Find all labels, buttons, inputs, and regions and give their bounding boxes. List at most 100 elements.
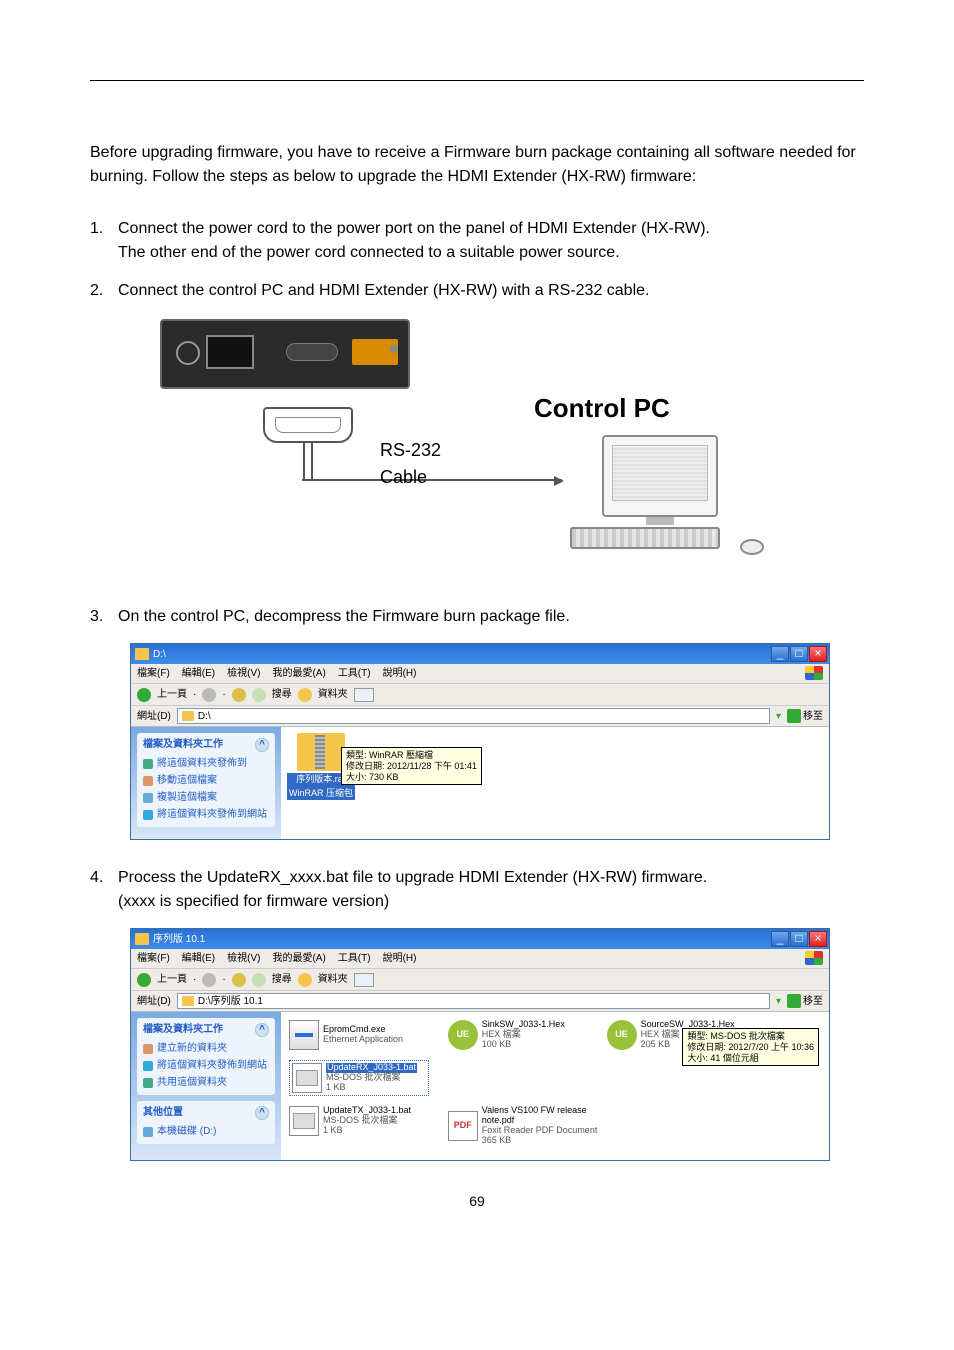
file-item[interactable]: UE SinkSW_J033-1.Hex HEX 檔案 100 KB [448, 1020, 588, 1050]
sidebar-link[interactable]: 共用這個資料夾 [143, 1074, 269, 1091]
menu-favorites[interactable]: 我的最愛(A) [272, 666, 325, 681]
chevron-up-icon[interactable]: ^ [255, 1023, 269, 1037]
file-meta: Ethernet Application [323, 1035, 403, 1045]
step-2-text: Connect the control PC and HDMI Extender… [118, 279, 864, 303]
menu-view[interactable]: 檢視(V) [227, 951, 260, 966]
search-icon[interactable] [252, 973, 266, 987]
rs232-label-line2: Cable [380, 464, 441, 491]
chevron-up-icon[interactable]: ^ [255, 1106, 269, 1120]
file-item[interactable]: PDF Valens VS100 FW release note.pdf Fox… [448, 1106, 618, 1146]
tooltip-line: 大小: 730 KB [346, 772, 477, 783]
folders-label[interactable]: 資料夾 [318, 687, 348, 702]
close-button[interactable]: × [809, 646, 827, 662]
device-display-icon [206, 335, 254, 369]
go-button[interactable]: 移至 [787, 994, 823, 1009]
go-label: 移至 [803, 709, 823, 724]
side-panel-title: 檔案及資料夾工作 [143, 1022, 223, 1037]
step-1: 1. Connect the power cord to the power p… [90, 217, 864, 265]
file-list-area[interactable]: EpromCmd.exe Ethernet Application UE Sin… [281, 1012, 829, 1160]
archive-icon [297, 733, 345, 771]
menu-favorites[interactable]: 我的最愛(A) [272, 951, 325, 966]
control-pc-label: Control PC [534, 389, 670, 428]
go-label: 移至 [803, 994, 823, 1009]
minimize-button[interactable]: _ [771, 646, 789, 662]
menu-view[interactable]: 檢視(V) [227, 666, 260, 681]
tooltip-line: 大小: 41 個位元組 [687, 1053, 814, 1064]
sidebar-link[interactable]: 將這個資料夾發佈到網站 [143, 1057, 269, 1074]
hex-icon: UE [448, 1020, 478, 1050]
bat-icon [289, 1106, 319, 1136]
back-label[interactable]: 上一頁 [157, 687, 187, 702]
sidebar-link[interactable]: 移動這個檔案 [143, 772, 269, 789]
file-item[interactable]: UpdateTX_J033-1.bat MS-DOS 批次檔案 1 KB [289, 1106, 429, 1136]
window-title: D:\ [153, 647, 166, 662]
file-size: 100 KB [482, 1040, 565, 1050]
address-input[interactable]: D:\ [177, 708, 770, 724]
menu-help[interactable]: 說明(H) [383, 951, 417, 966]
go-button[interactable]: 移至 [787, 709, 823, 724]
folders-icon[interactable] [298, 688, 312, 702]
close-button[interactable]: × [809, 931, 827, 947]
step-3-text: On the control PC, decompress the Firmwa… [118, 605, 864, 629]
back-icon[interactable] [137, 973, 151, 987]
menu-tools[interactable]: 工具(T) [338, 951, 371, 966]
search-label[interactable]: 搜尋 [272, 972, 292, 987]
forward-icon[interactable] [202, 973, 216, 987]
back-label[interactable]: 上一頁 [157, 972, 187, 987]
file-tooltip: 類型: WinRAR 壓縮檔 修改日期: 2012/11/28 下午 01:41… [341, 747, 482, 785]
step-1-line2: The other end of the power cord connecte… [118, 241, 864, 265]
forward-icon[interactable] [202, 688, 216, 702]
selected-file-item[interactable]: UpdateRX_J033-1.bat MS-DOS 批次檔案 1 KB [289, 1060, 429, 1096]
menu-tools[interactable]: 工具(T) [338, 666, 371, 681]
file-list-area[interactable]: 序列版本.rar WinRAR 压缩包 類型: WinRAR 壓縮檔 修改日期:… [281, 727, 829, 839]
maximize-button[interactable]: □ [790, 646, 808, 662]
hex-icon: UE [607, 1020, 637, 1050]
step-4-line2: (xxxx is specified for firmware version) [118, 890, 864, 914]
file-tooltip: 類型: MS-DOS 批次檔案 修改日期: 2012/7/20 上午 10:36… [682, 1028, 819, 1066]
sidebar-link[interactable]: 將這個資料夾發佈到 [143, 755, 269, 772]
minimize-button[interactable]: _ [771, 931, 789, 947]
exe-icon [289, 1020, 319, 1050]
folders-label[interactable]: 資料夾 [318, 972, 348, 987]
search-icon[interactable] [252, 688, 266, 702]
titlebar[interactable]: D:\ _ □ × [131, 644, 829, 664]
up-icon[interactable] [232, 688, 246, 702]
up-icon[interactable] [232, 973, 246, 987]
chevron-up-icon[interactable]: ^ [255, 738, 269, 752]
go-icon [787, 994, 801, 1008]
search-label[interactable]: 搜尋 [272, 687, 292, 702]
file-item[interactable]: EpromCmd.exe Ethernet Application [289, 1020, 429, 1050]
task-sidebar: 檔案及資料夾工作 ^ 建立新的資料夾 將這個資料夾發佈到網站 共用這個資料夾 其… [131, 1012, 281, 1160]
file-size: 1 KB [326, 1083, 417, 1093]
mouse-icon [740, 539, 764, 555]
sidebar-link[interactable]: 建立新的資料夾 [143, 1040, 269, 1057]
titlebar[interactable]: 序列版 10.1 _ □ × [131, 929, 829, 949]
step-3: 3. On the control PC, decompress the Fir… [90, 605, 864, 629]
sidebar-link[interactable]: 將這個資料夾發佈到網站 [143, 806, 269, 823]
tooltip-line: 修改日期: 2012/7/20 上午 10:36 [687, 1042, 814, 1053]
rs232-cable-label: RS-232 Cable [380, 437, 441, 491]
back-icon[interactable] [137, 688, 151, 702]
folders-icon[interactable] [298, 973, 312, 987]
pdf-icon: PDF [448, 1111, 478, 1141]
menu-file[interactable]: 檔案(F) [137, 666, 170, 681]
task-sidebar: 檔案及資料夾工作 ^ 將這個資料夾發佈到 移動這個檔案 複製這個檔案 將這個資料… [131, 727, 281, 839]
maximize-button[interactable]: □ [790, 931, 808, 947]
keyboard-icon [570, 527, 720, 549]
views-icon[interactable] [354, 973, 374, 987]
menu-edit[interactable]: 編輯(E) [182, 951, 215, 966]
file-size: 365 KB [482, 1136, 618, 1146]
sidebar-link[interactable]: 本機磁碟 (D:) [143, 1123, 269, 1140]
sidebar-link[interactable]: 複製這個檔案 [143, 789, 269, 806]
views-icon[interactable] [354, 688, 374, 702]
address-input[interactable]: D:\序列版 10.1 [177, 993, 770, 1009]
menu-help[interactable]: 說明(H) [383, 666, 417, 681]
file-name: Valens VS100 FW release note.pdf [482, 1106, 618, 1126]
folder-icon [182, 996, 194, 1006]
step-4: 4. Process the UpdateRX_xxxx.bat file to… [90, 866, 864, 914]
menu-file[interactable]: 檔案(F) [137, 951, 170, 966]
menu-edit[interactable]: 編輯(E) [182, 666, 215, 681]
db9-connector-icon [248, 407, 368, 481]
folder-icon [135, 648, 149, 660]
windows-logo-icon [805, 666, 823, 680]
